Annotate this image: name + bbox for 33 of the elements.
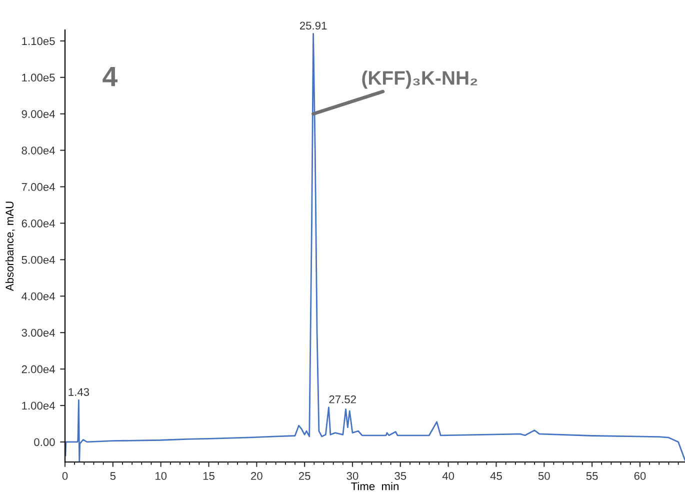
y-tick-label: 1.00e5 [22,74,55,82]
x-tick-label: 0 [62,472,68,480]
y-tick-label: 6.00e4 [22,219,55,228]
y-tick-label: 0.00 [34,438,55,446]
annotation: 25.91 [300,22,327,30]
y-tick-label: 7.00e4 [22,183,55,191]
x-tick-label: 30 [346,472,358,480]
x-tick-label: 35 [394,472,406,480]
x-tick-label: 55 [586,472,598,480]
x-tick-label: 25 [298,472,310,480]
y-tick-label: 5.00e4 [22,256,55,264]
y-tick-label: 8.00e4 [22,146,55,154]
x-tick-label: 40 [442,472,454,480]
x-tick-label: 45 [490,472,502,480]
annotation: 1.43 [68,388,90,396]
y-axis-title: Absorbance, mAU [5,202,15,292]
line-series [65,32,685,462]
x-tick-label: 10 [155,472,167,480]
annotation: (KFF)₃K-NH₂ [362,70,478,89]
y-tick-label: 1.00e4 [22,402,55,410]
x-tick-label: 15 [203,472,214,480]
annotation: 4 [102,67,118,86]
y-tick-label: 1.10e5 [22,37,55,46]
y-tick-label: 9.00e4 [22,110,55,118]
y-tick-label: 3.00e4 [22,328,55,337]
x-tick-label: 50 [538,472,550,480]
x-tick-label: 20 [251,472,262,480]
x-axis-title: Time min [351,482,398,490]
y-tick-label: 2.00e4 [22,365,55,374]
x-tick-label: 5 [110,472,116,480]
x-tick-label: 60 [634,472,646,480]
annotation: 27.52 [329,395,356,404]
y-tick-label: 4.00e4 [22,292,55,300]
